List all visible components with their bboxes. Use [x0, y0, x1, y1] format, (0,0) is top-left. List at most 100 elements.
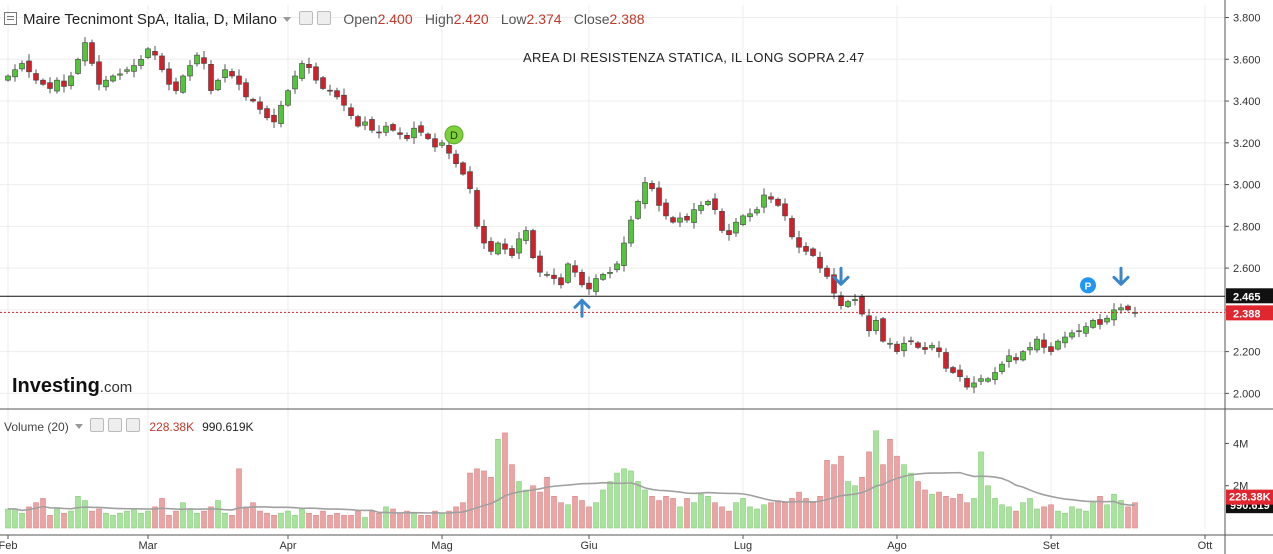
candle-body: [138, 58, 144, 66]
time-tick-label: Ago: [887, 540, 907, 552]
volume-bar: [1048, 504, 1054, 529]
candle-body: [1090, 320, 1096, 328]
candle-body: [152, 51, 158, 56]
candle-body: [467, 171, 473, 190]
volume-bar: [558, 502, 564, 529]
volume-bar: [1069, 506, 1075, 529]
candle-body: [796, 237, 802, 248]
candle-body: [621, 242, 627, 266]
volume-bar: [467, 472, 473, 529]
chevron-down-icon[interactable]: [283, 17, 291, 22]
volume-bar: [299, 508, 305, 529]
volume-bar: [1104, 504, 1110, 529]
volume-bar: [47, 515, 53, 529]
candle-body: [1118, 307, 1124, 311]
candle-body: [201, 57, 207, 64]
candle-body: [985, 378, 991, 382]
time-tick-label: Mar: [139, 540, 158, 552]
candle-body: [362, 121, 368, 126]
volume-bar: [922, 489, 928, 529]
candle-body: [243, 82, 249, 98]
volume-bar: [635, 481, 641, 529]
volume-bar: [145, 510, 151, 529]
price-tick-label: 2.800: [1233, 221, 1261, 233]
volume-bar: [124, 510, 130, 529]
volume-bar: [1020, 502, 1026, 529]
volume-bar: [180, 502, 186, 529]
volume-bar: [1006, 506, 1012, 529]
candle-body: [33, 73, 39, 81]
volume-bar: [565, 504, 571, 529]
gear-icon[interactable]: [108, 418, 123, 432]
candle-body: [544, 274, 550, 276]
volume-bar: [537, 491, 543, 529]
price-tick-label: 3.000: [1233, 180, 1261, 192]
candle-body: [159, 55, 165, 71]
volume-bar: [684, 498, 690, 529]
last-volume-tag-label: 228.38K: [1229, 492, 1271, 504]
volume-bar: [719, 506, 725, 529]
volume-bar: [600, 489, 606, 529]
volume-bar: [887, 438, 893, 529]
logo-main: Investing: [12, 375, 100, 397]
volume-bar: [320, 510, 326, 529]
volume-bar: [1097, 496, 1103, 529]
candle-body: [663, 202, 669, 217]
candle-body: [1048, 346, 1054, 352]
candle-body: [677, 217, 683, 223]
eye-icon[interactable]: [299, 11, 314, 25]
candle-body: [103, 79, 109, 88]
candle-body: [299, 63, 305, 79]
candle-body: [530, 230, 536, 258]
candle-body: [740, 215, 746, 225]
volume-bar: [348, 515, 354, 529]
candle-body: [40, 79, 46, 85]
volume-bar: [166, 515, 172, 529]
candle-body: [334, 90, 340, 98]
chart-annotation: AREA DI RESISTENZA STATICA, IL LONG SOPR…: [523, 50, 865, 65]
symbol-title[interactable]: Maire Tecnimont SpA, Italia, D, Milano: [23, 11, 277, 28]
volume-bar: [1118, 500, 1124, 529]
candle-body: [327, 89, 333, 92]
eye-icon[interactable]: [90, 418, 105, 432]
volume-bar: [502, 432, 508, 529]
arrow-up-icon: [573, 298, 591, 318]
candle-body: [488, 241, 494, 252]
gear-icon[interactable]: [317, 11, 332, 25]
candle-body: [61, 80, 67, 87]
volume-bar: [68, 510, 74, 529]
volume-bar: [341, 515, 347, 529]
volume-bar: [411, 512, 417, 529]
volume-bar: [33, 502, 39, 529]
volume-header: Volume (20) 228.38K 990.619K: [4, 418, 254, 434]
volume-bar: [908, 472, 914, 529]
candle-body: [712, 198, 718, 210]
volume-bar: [383, 506, 389, 529]
volume-bar: [208, 506, 214, 529]
volume-bar: [131, 508, 137, 529]
candle-body: [229, 71, 235, 77]
candle-body: [999, 363, 1005, 372]
volume-bar: [978, 451, 984, 529]
volume-bar: [1090, 502, 1096, 529]
candle-body: [1125, 305, 1131, 311]
p-marker: [1080, 277, 1096, 294]
volume-bar: [215, 500, 221, 529]
volume-bar: [740, 498, 746, 529]
volume-bar: [362, 517, 368, 529]
candle-body: [908, 340, 914, 343]
candle-body: [460, 162, 466, 175]
volume-bar: [425, 515, 431, 529]
chevron-down-icon[interactable]: [74, 424, 83, 429]
close-icon[interactable]: [126, 418, 141, 432]
volume-bar: [5, 508, 11, 529]
volume-bar: [1027, 498, 1033, 529]
candle-body: [404, 134, 410, 139]
candle-body: [5, 75, 11, 81]
volume-bar: [1132, 502, 1138, 529]
candle-body: [1055, 340, 1061, 350]
candle-body: [838, 295, 844, 306]
menu-icon[interactable]: [4, 12, 17, 25]
candle-body: [145, 48, 151, 58]
